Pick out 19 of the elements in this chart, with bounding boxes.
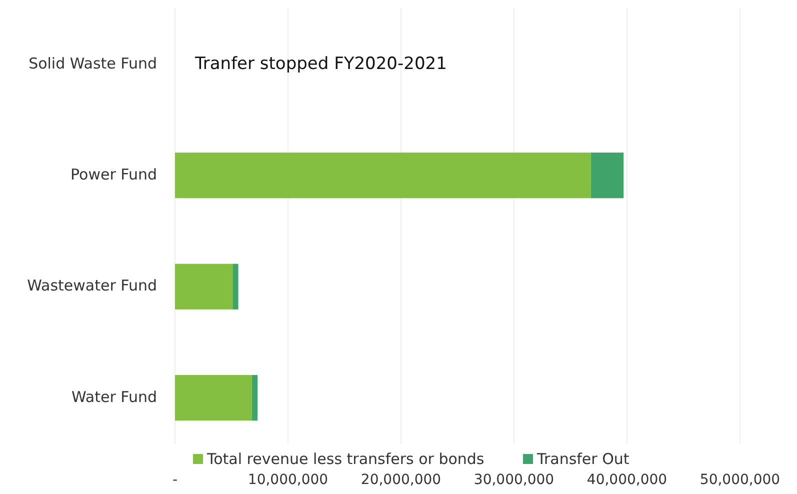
y-tick-label: Power Fund: [70, 165, 157, 184]
x-tick-label: -: [172, 472, 178, 488]
bar: [590, 152, 624, 198]
y-tick-label: Wastewater Fund: [27, 276, 157, 295]
bar: [175, 152, 591, 198]
x-tick-label: 40,000,000: [586, 472, 668, 488]
bar: [175, 264, 233, 310]
legend-label: Total revenue less transfers or bonds: [206, 450, 484, 468]
x-tick-label: 10,000,000: [248, 472, 328, 488]
x-tick-label: 20,000,000: [360, 472, 442, 488]
legend-label: Transfer Out: [536, 450, 630, 468]
x-tick-label: 50,000,000: [700, 472, 780, 488]
annotation: Tranfer stopped FY2020-2021: [194, 54, 447, 74]
y-tick-label: Water Fund: [72, 388, 157, 406]
bar: [252, 375, 258, 421]
bar: [175, 375, 252, 421]
bar: [232, 264, 238, 310]
x-tick-label: 30,000,000: [474, 472, 554, 488]
y-tick-label: Solid Waste Fund: [28, 54, 157, 72]
